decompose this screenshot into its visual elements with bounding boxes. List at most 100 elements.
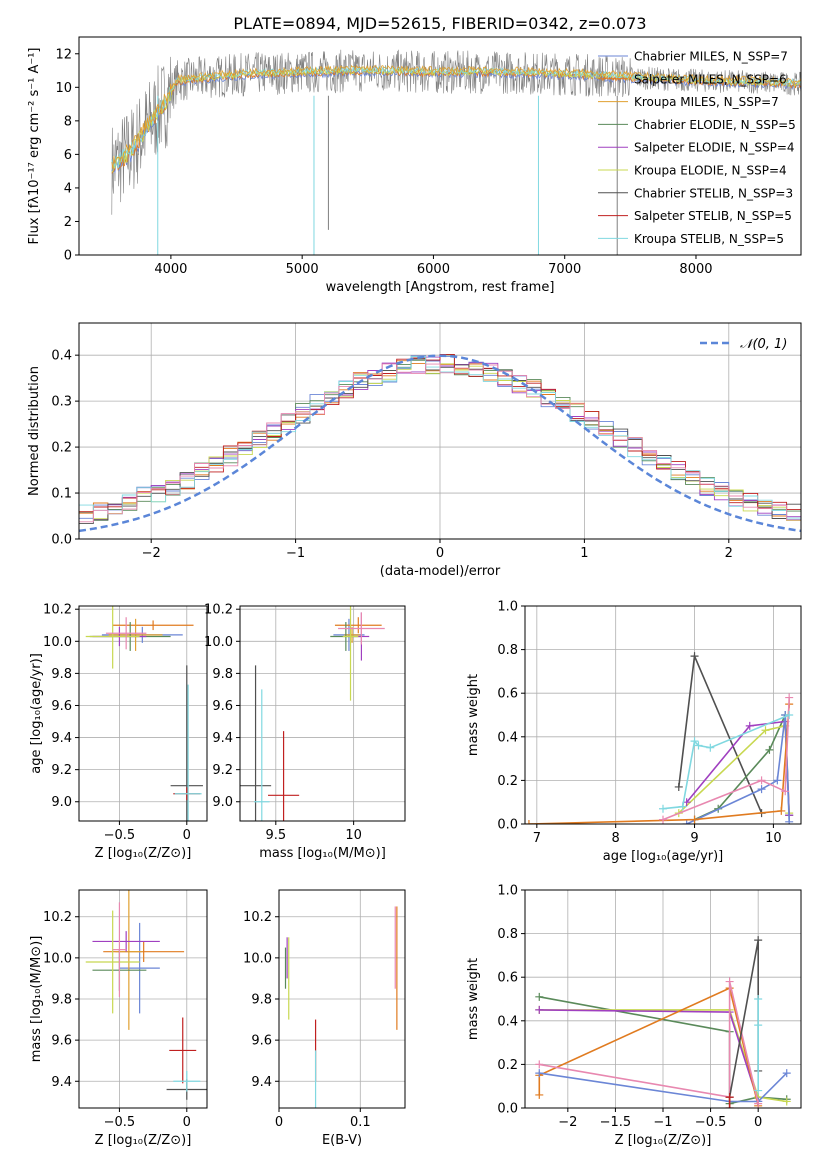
weight-point — [761, 726, 770, 735]
y-tick-label: 9.6 — [251, 1034, 272, 1049]
y-axis-label: mass [log₁₀(M/M⊙)] — [29, 936, 44, 1063]
weight-point — [659, 815, 667, 824]
plot-content — [111, 49, 801, 255]
y-tick-label: 0.0 — [497, 818, 518, 833]
y-tick-label: 0.4 — [51, 349, 72, 364]
y-tick-label: 10 — [55, 81, 72, 96]
x-tick-label: 8 — [612, 831, 620, 846]
x-tick-label: −0.5 — [695, 1115, 727, 1130]
legend-entry: 𝒩(0, 1) — [740, 337, 787, 352]
y-tick-label: 0.6 — [497, 687, 518, 702]
y-tick-label: 0.4 — [497, 730, 518, 745]
x-axis-label: (data-model)/error — [380, 564, 501, 579]
y-tick-label: 0.2 — [497, 1058, 518, 1073]
plot-content — [240, 606, 385, 821]
x-tick-label: −0.5 — [104, 828, 136, 843]
y-tick-label: 6 — [64, 148, 72, 163]
x-tick-label: 9.5 — [265, 828, 286, 843]
y-tick-label: 0.0 — [51, 533, 72, 548]
x-axis-label: age [log₁₀(age/yr)] — [603, 849, 724, 864]
plot-spectrum: 4000 5000 6000 7000 8000 0 2 4 6 8 10 12 wavelength … — [27, 36, 802, 295]
y-tick-label: 10.0 — [43, 951, 72, 966]
legend-entry: Salpeter STELIB, N_SSP=5 — [634, 209, 792, 223]
x-tick-label: 5000 — [286, 262, 319, 277]
y-tick-label: 9.2 — [212, 763, 233, 778]
x-tick-label: −2 — [558, 1115, 577, 1130]
x-tick-label: −0.5 — [104, 1115, 136, 1130]
plot-content — [284, 906, 398, 1108]
y-tick-label: 0.2 — [51, 441, 72, 456]
legend-entry: Chabrier STELIB, N_SSP=3 — [634, 186, 793, 200]
weight-point — [525, 820, 533, 824]
observed-spectrum — [111, 49, 801, 215]
y-tick-label: 1.0 — [497, 884, 518, 899]
y-tick-label: 10.2 — [204, 603, 233, 618]
x-tick-label: −1.5 — [600, 1115, 632, 1130]
weight-series — [538, 986, 759, 1106]
weight-point — [745, 721, 754, 730]
weight-point — [535, 992, 544, 1001]
histogram-series — [79, 353, 801, 513]
y-tick-label: 0.8 — [497, 643, 518, 658]
weight-series — [539, 981, 759, 1104]
y-tick-label: 10.0 — [243, 951, 272, 966]
y-tick-label: 2 — [64, 215, 72, 230]
legend-entry: Chabrier MILES, N_SSP=7 — [634, 50, 788, 64]
y-tick-label: 9.4 — [51, 731, 72, 746]
weight-point — [757, 785, 766, 794]
x-tick-label: 2 — [725, 546, 733, 561]
weight-point — [690, 815, 699, 824]
y-tick-label: 0 — [64, 249, 72, 264]
y-tick-label: 4 — [64, 181, 72, 196]
y-tick-label: 0.1 — [51, 487, 72, 502]
y-tick-label: 10.2 — [243, 910, 272, 925]
axes-frame — [239, 605, 406, 822]
weight-point — [754, 1099, 763, 1108]
x-tick-label: 7000 — [548, 262, 581, 277]
weight-point — [754, 1021, 763, 1030]
y-tick-label: 0.6 — [497, 971, 518, 986]
y-tick-label: 9.6 — [212, 699, 233, 714]
weight-series — [528, 704, 790, 824]
y-tick-label: 9.8 — [51, 667, 72, 682]
weight-point — [754, 1086, 763, 1095]
y-tick-label: 0.0 — [497, 1102, 518, 1117]
x-tick-label: 9 — [690, 831, 698, 846]
weight-point — [782, 1069, 791, 1078]
x-axis-label: mass [log₁₀(M/M⊙)] — [259, 846, 386, 861]
y-axis-label: Flux [fλ10⁻¹⁷ erg cm⁻² s⁻¹ A⁻¹] — [27, 48, 42, 245]
y-axis-label: age [log₁₀(age/yr)] — [29, 653, 44, 774]
plot-age-vs-Z: −0.5 0 9.0 9.2 9.4 9.6 9.8 10.0 10.2 Z [log₁₀(Z/Z… — [29, 603, 208, 861]
y-tick-label: 10.2 — [43, 910, 72, 925]
weight-point — [678, 802, 687, 811]
y-tick-label: 9.0 — [212, 795, 233, 810]
weight-point — [706, 743, 715, 752]
x-tick-label: 1 — [580, 546, 588, 561]
y-tick-label: 9.8 — [251, 993, 272, 1008]
legend-entry: Chabrier ELODIE, N_SSP=5 — [634, 118, 796, 132]
x-tick-label: 0 — [275, 1115, 283, 1130]
x-axis-label: Z [log₁₀(Z/Z⊙)] — [615, 1133, 712, 1148]
weight-point — [690, 737, 699, 746]
y-tick-label: 0.2 — [497, 774, 518, 789]
y-tick-label: 9.6 — [51, 1034, 72, 1049]
weight-series — [539, 1072, 788, 1103]
plot-mass-weight-vs-age: 7 8 9 10 0.0 0.2 0.4 0.6 0.8 1.0 age [log₁₀(age/yr… — [466, 600, 802, 864]
weight-point — [535, 1090, 544, 1099]
x-tick-label: −2 — [142, 546, 161, 561]
x-tick-label: 10 — [765, 831, 782, 846]
x-tick-label: 7 — [533, 831, 541, 846]
weight-point — [674, 782, 683, 791]
x-tick-label: 4000 — [154, 262, 187, 277]
weight-point — [777, 806, 786, 815]
weight-point — [535, 1060, 544, 1069]
legend-entry: Salpeter MILES, N_SSP=6 — [634, 72, 787, 86]
x-axis-label: Z [log₁₀(Z/Z⊙)] — [95, 846, 192, 861]
y-tick-label: 0.8 — [497, 927, 518, 942]
y-tick-label: 0.3 — [51, 395, 72, 410]
axes-frame — [524, 605, 802, 825]
weight-point — [754, 995, 763, 1003]
plot-content — [535, 936, 791, 1108]
y-tick-label: 8 — [64, 114, 72, 129]
